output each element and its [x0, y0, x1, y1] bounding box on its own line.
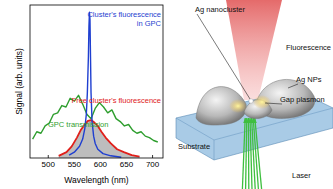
- leader-line: [265, 103, 282, 104]
- x-tick-label: 500: [42, 160, 56, 169]
- y-axis-label: Signal (arb. units): [14, 48, 24, 115]
- leader-line: [288, 84, 298, 88]
- laser-ray: [255, 118, 262, 189]
- x-tick: [48, 155, 49, 158]
- diagram-label: Ag nanocluster: [195, 5, 246, 14]
- gap-plasmon-glow: [229, 99, 247, 113]
- label-line: in GPC: [137, 19, 162, 28]
- series-line: [69, 12, 121, 157]
- substrate-edge: [214, 140, 215, 160]
- laser-ray: [248, 118, 250, 189]
- diagram-label: Gap plasmon: [280, 95, 325, 104]
- x-axis-label: Wavelength (nm): [64, 175, 129, 185]
- diagram-label: Substrate: [178, 142, 210, 151]
- laser-ray: [246, 118, 247, 189]
- diagram-label: Fluorescence: [286, 43, 331, 52]
- x-tick: [152, 155, 153, 158]
- series-label: Free cluster's fluorescence: [72, 96, 161, 105]
- diagram-label: Laser: [292, 171, 311, 180]
- x-tick-label: 650: [120, 160, 134, 169]
- series-label: GPC transmission: [48, 120, 108, 129]
- x-tick-label: 700: [146, 160, 160, 169]
- plot-area: [33, 12, 158, 158]
- label-line: Cluster's fluorescence: [87, 10, 161, 19]
- ag-nanocluster: [249, 99, 253, 103]
- laser-ray: [242, 118, 245, 189]
- substrate: [176, 90, 333, 160]
- x-tick-label: 600: [94, 160, 108, 169]
- diagram-label: Ag NPs: [296, 75, 322, 84]
- plot-frame: [30, 5, 163, 158]
- gap-plasmon-glow: [253, 95, 271, 109]
- x-tick-label: 550: [68, 160, 82, 169]
- ag-np: [196, 87, 246, 125]
- leader-line: [197, 14, 250, 99]
- series-label: Cluster's fluorescencein GPC: [87, 10, 161, 28]
- figure: 500 550 600 650 700 Wavelength (nm) Signal (ar…: [0, 0, 333, 189]
